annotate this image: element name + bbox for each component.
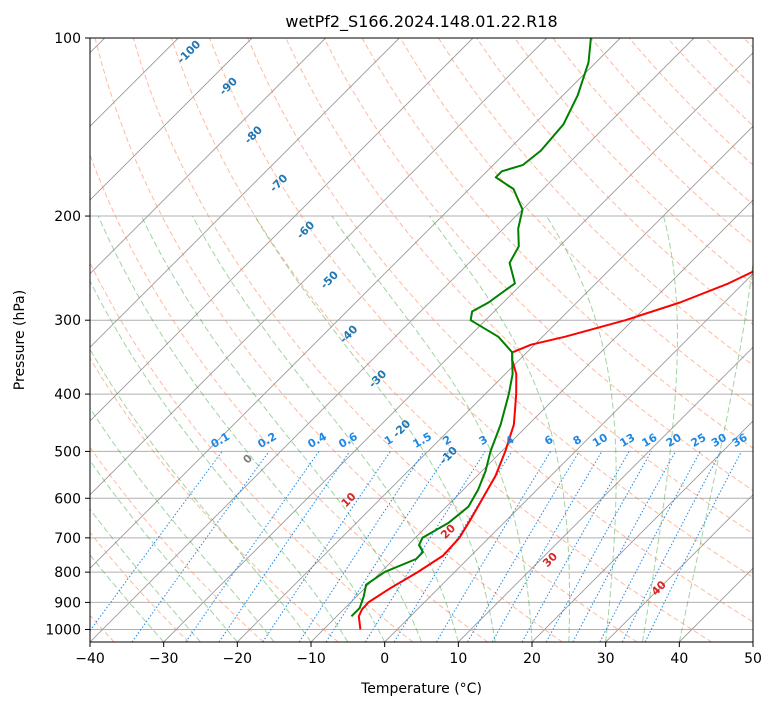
y-tick-label: 600 <box>54 491 81 507</box>
x-tick-label: −20 <box>223 651 253 667</box>
x-tick-label: 30 <box>597 651 615 667</box>
y-tick-label: 900 <box>54 595 81 611</box>
y-tick-label: 200 <box>54 209 81 225</box>
y-tick-label: 100 <box>54 31 81 47</box>
x-tick-label: 10 <box>449 651 467 667</box>
x-axis-label: Temperature (°C) <box>360 681 482 697</box>
x-tick-label: 0 <box>380 651 389 667</box>
x-tick-label: −40 <box>75 651 105 667</box>
y-tick-label: 300 <box>54 313 81 329</box>
y-tick-label: 800 <box>54 565 81 581</box>
y-tick-label: 500 <box>54 444 81 460</box>
x-tick-label: 20 <box>523 651 541 667</box>
x-tick-label: 50 <box>744 651 762 667</box>
y-tick-label: 400 <box>54 387 81 403</box>
chart-title: wetPf2_S166.2024.148.01.22.R18 <box>285 12 557 32</box>
y-axis-label: Pressure (hPa) <box>12 290 28 390</box>
x-tick-label: −30 <box>149 651 179 667</box>
x-tick-label: 40 <box>670 651 688 667</box>
x-tick-label: −10 <box>296 651 326 667</box>
y-tick-label: 1000 <box>45 622 81 638</box>
y-tick-label: 700 <box>54 531 81 547</box>
